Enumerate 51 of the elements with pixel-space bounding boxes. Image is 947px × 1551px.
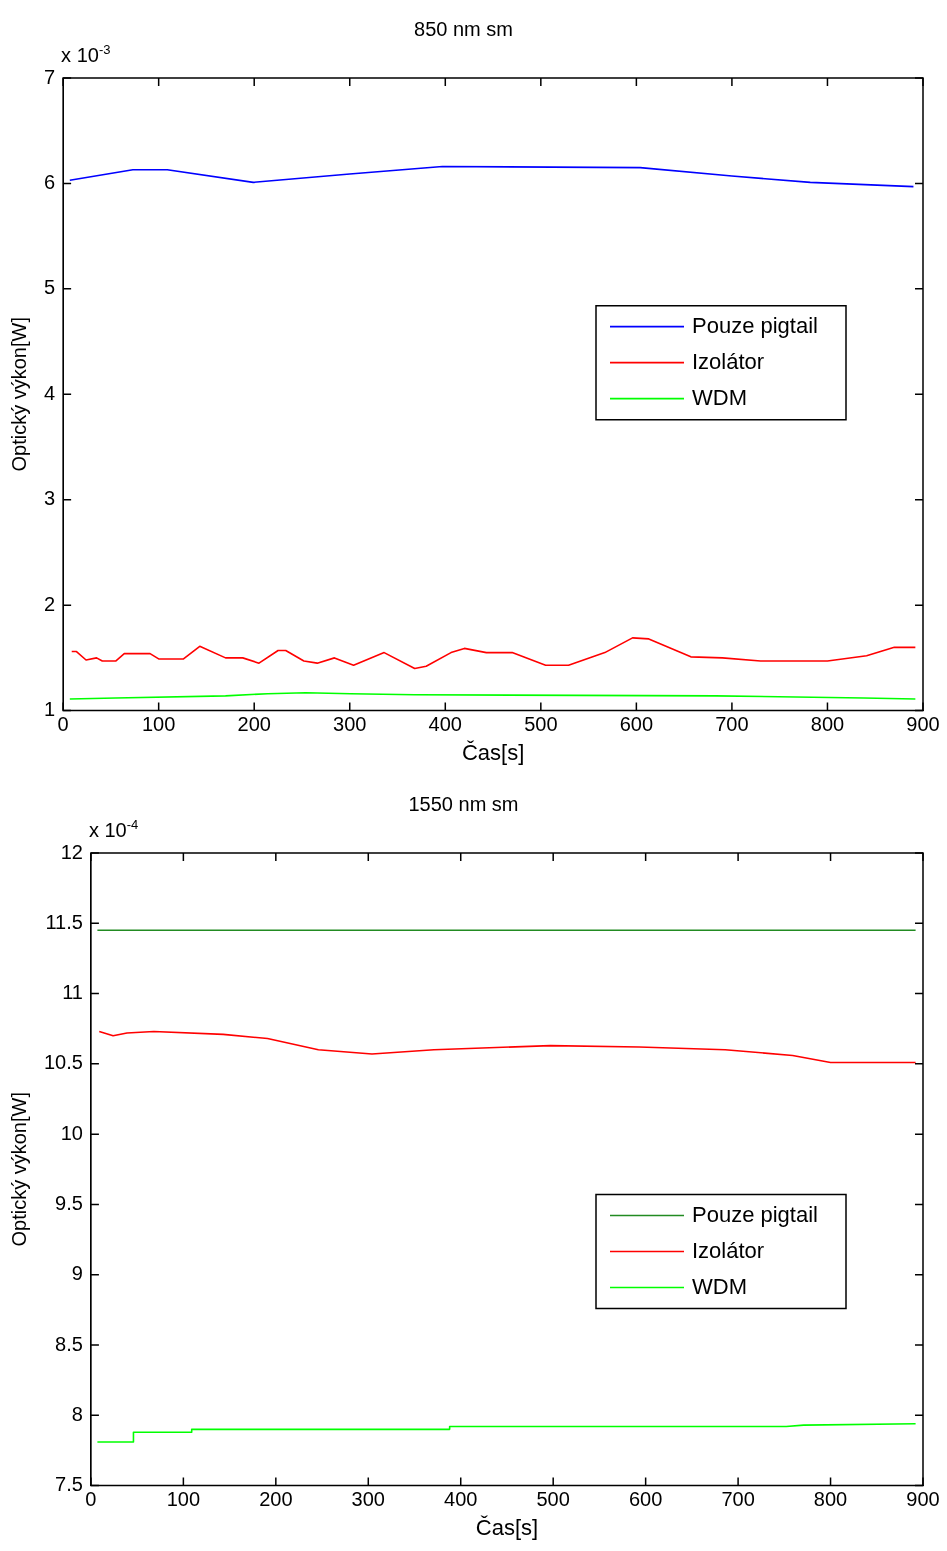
x-tick-label: 100 <box>166 1488 201 1511</box>
x-tick-label: 700 <box>721 1488 755 1511</box>
x-tick-label: 900 <box>906 713 940 736</box>
x-tick-label: 500 <box>524 713 558 736</box>
y-tick-label: 8 <box>71 1402 83 1425</box>
y-tick-label: 10.5 <box>43 1051 83 1074</box>
x-tick-label: 600 <box>619 713 654 736</box>
x-axis-title: Čas[s] <box>475 1514 539 1540</box>
y-tick-label: 11.5 <box>45 910 83 933</box>
y-tick-label: 6 <box>44 170 56 193</box>
legend-label: Pouze pigtail <box>692 1201 818 1227</box>
y-tick-label: 9 <box>71 1262 83 1285</box>
y-tick-label: 11 <box>62 981 83 1004</box>
chart-title: 850 nm sm <box>414 17 513 40</box>
x-tick-label: 900 <box>906 1488 940 1511</box>
chart-title: 1550 nm sm <box>408 792 519 815</box>
y-tick-label: 9.5 <box>55 1191 83 1214</box>
x-tick-label: 500 <box>536 1488 570 1511</box>
x-tick-label: 0 <box>57 713 69 736</box>
x-tick-label: 400 <box>428 713 462 736</box>
legend-label: WDM <box>692 1273 747 1299</box>
x-tick-label: 200 <box>259 1488 293 1511</box>
legend-label: WDM <box>692 384 747 410</box>
x-tick-label: 200 <box>237 713 271 736</box>
y-tick-label: 4 <box>44 381 56 404</box>
y-tick-label: 1 <box>44 698 56 721</box>
y-tick-label: 2 <box>44 592 56 615</box>
y-tick-label: 7 <box>44 65 56 88</box>
x-axis-title: Čas[s] <box>461 739 525 765</box>
legend-label: Izolátor <box>692 348 765 374</box>
y-tick-label: 7.5 <box>55 1473 83 1496</box>
y-axis-title: Optický výkon[W] <box>7 317 30 472</box>
y-tick-label: 3 <box>44 487 56 510</box>
x-tick-label: 0 <box>85 1488 97 1511</box>
legend-label: Pouze pigtail <box>692 312 818 338</box>
legend-label: Izolátor <box>692 1237 765 1263</box>
x-tick-label: 400 <box>444 1488 478 1511</box>
x-tick-label: 600 <box>628 1488 663 1511</box>
x-tick-label: 300 <box>351 1488 385 1511</box>
x-tick-label: 800 <box>810 713 845 736</box>
y-tick-label: 5 <box>44 276 56 299</box>
x-tick-label: 700 <box>715 713 749 736</box>
x-tick-label: 100 <box>141 713 176 736</box>
y-tick-label: 10 <box>60 1121 83 1144</box>
x-tick-label: 300 <box>333 713 367 736</box>
y-axis-title: Optický výkon[W] <box>7 1092 30 1247</box>
y-tick-label: 12 <box>60 840 83 863</box>
text: x 10$^{-3}$ <box>61 42 111 67</box>
text: x 10$^{-4}$ <box>88 817 139 842</box>
y-tick-label: 8.5 <box>55 1332 83 1355</box>
x-tick-label: 800 <box>813 1488 848 1511</box>
